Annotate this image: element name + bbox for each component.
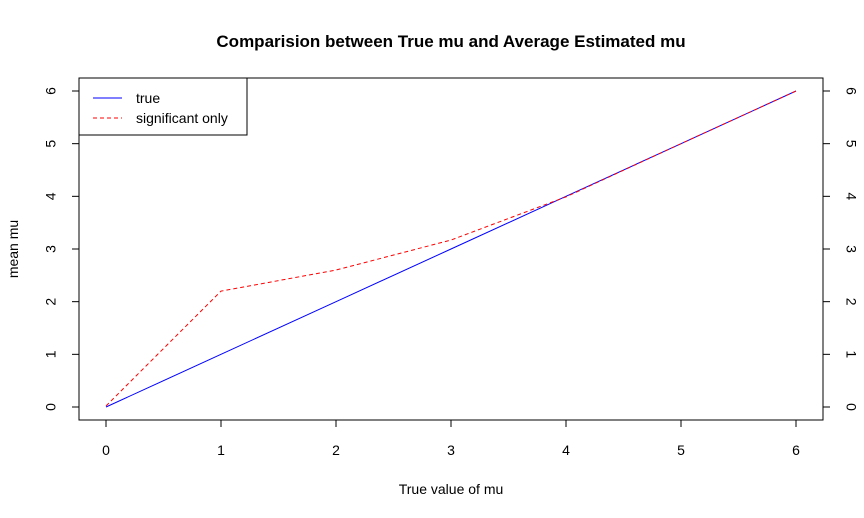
y-tick-label: 4 xyxy=(43,192,59,200)
y-right-tick-label: 2 xyxy=(843,298,859,306)
x-tick-label: 6 xyxy=(792,442,800,458)
x-axis: 0 1 2 3 4 5 6 xyxy=(102,419,800,458)
chart-title: Comparision between True mu and Average … xyxy=(216,32,685,51)
x-tick-label: 0 xyxy=(102,442,110,458)
y-axis-title: mean mu xyxy=(5,220,21,278)
x-tick-label: 4 xyxy=(562,442,570,458)
y-tick-label: 0 xyxy=(43,403,59,411)
y-right-tick-label: 4 xyxy=(843,192,859,200)
y-right-tick-label: 5 xyxy=(843,140,859,148)
x-tick-label: 2 xyxy=(332,442,340,458)
y-right-tick-label: 3 xyxy=(843,245,859,253)
series-layer xyxy=(105,90,797,408)
y-axis: 0 1 2 3 4 5 6 xyxy=(43,87,80,411)
legend-label: significant only xyxy=(136,110,228,126)
y-right-tick-label: 1 xyxy=(843,350,859,358)
y-right-tick-label: 0 xyxy=(843,403,859,411)
x-tick-label: 5 xyxy=(677,442,685,458)
x-axis-title: True value of mu xyxy=(399,481,504,497)
series-line-significant-only xyxy=(105,90,797,407)
y-tick-label: 5 xyxy=(43,140,59,148)
y-tick-label: 6 xyxy=(43,87,59,95)
x-tick-label: 3 xyxy=(447,442,455,458)
y-axis-right: 0 1 2 3 4 5 6 xyxy=(822,87,859,411)
y-tick-label: 3 xyxy=(43,245,59,253)
x-tick-label: 1 xyxy=(217,442,225,458)
legend-box xyxy=(78,77,248,136)
y-tick-label: 1 xyxy=(43,350,59,358)
y-tick-label: 2 xyxy=(43,298,59,306)
legend: true significant only xyxy=(78,77,248,136)
legend-label: true xyxy=(136,90,160,106)
y-right-tick-label: 6 xyxy=(843,87,859,95)
